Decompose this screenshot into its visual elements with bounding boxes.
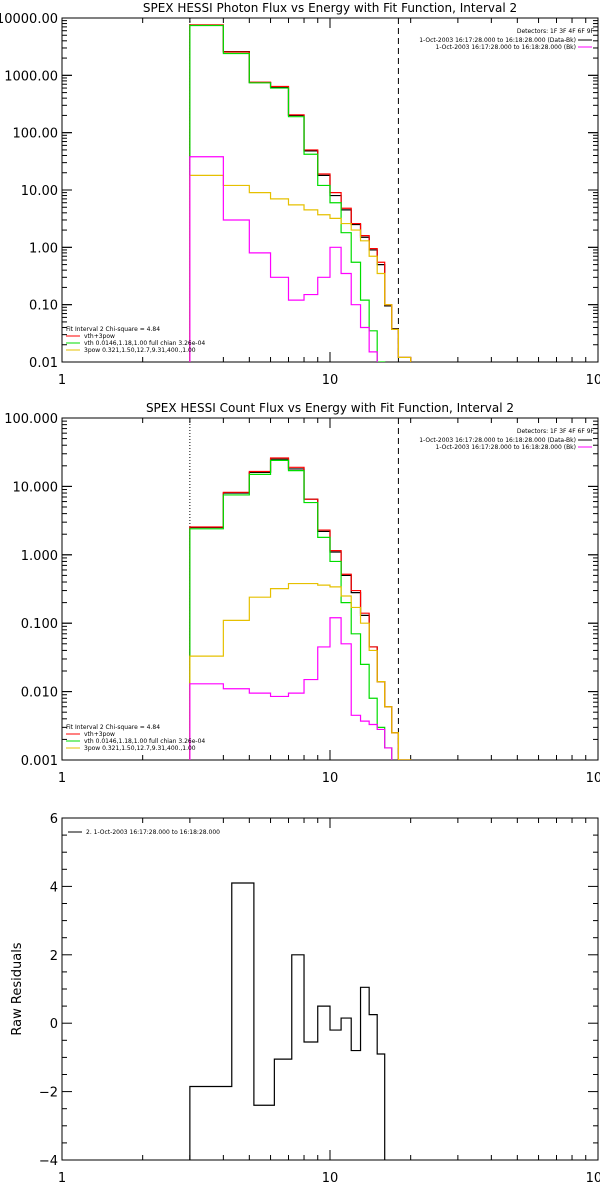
y-tick-label: 0.010 (21, 686, 58, 701)
x-tick-label: 1 (58, 771, 66, 786)
chart-2: SPEX HESSI Count Flux vs Energy with Fit… (4, 401, 600, 786)
legend-fit-header: Fit Interval 2 Chi-square = 4.84 (66, 724, 160, 731)
series-total-line (189, 457, 412, 760)
y-tick-label: 10.000 (13, 480, 59, 495)
series-background-line (189, 156, 378, 362)
x-tick-label: 1 (58, 1171, 66, 1186)
legend-fit-entry: vth+3pow (84, 333, 115, 340)
x-tick-label: 10 (322, 1171, 339, 1186)
chart-title: SPEX HESSI Count Flux vs Energy with Fit… (146, 401, 514, 415)
x-tick-label: 10 (322, 771, 339, 786)
x-tick-label: 100 (586, 771, 600, 786)
legend-fit-entry: 3pow 0.321,1.50,12.7,9.31,400.,1.00 (84, 745, 196, 752)
plot-frame (61, 817, 599, 1161)
plot-area (189, 18, 412, 362)
legend-entry: 2. 1-Oct-2003 16:17:28.000 to 16:18:28.0… (86, 829, 220, 836)
plot-area (189, 418, 412, 760)
legend-fit-entry: vth 0.0146,1.18,1.00 full chian 3.26e-04 (84, 340, 205, 347)
chart-title: SPEX HESSI Photon Flux vs Energy with Fi… (143, 1, 517, 15)
y-axis-label: Raw Residuals (10, 942, 25, 1035)
legend-top-entry: 1-Oct-2003 16:17:28.000 to 16:18:28.000 … (419, 37, 576, 44)
y-tick-label: 10.00 (21, 184, 58, 199)
y-tick-label: 6 (50, 812, 58, 827)
legend-fit-entry: vth+3pow (84, 731, 115, 738)
y-tick-label: 1.00 (29, 241, 58, 256)
x-tick-label: 100 (586, 373, 600, 388)
series-residuals-line (189, 882, 386, 1160)
legend-fit-entry: vth 0.0146,1.18,1.00 full chian 3.26e-04 (84, 738, 205, 745)
series-thermal-line (189, 459, 393, 760)
legend-top-entry: 1-Oct-2003 16:17:28.000 to 16:18:28.000 … (436, 44, 577, 51)
plot-frame (61, 417, 599, 761)
series-total-line (189, 24, 412, 362)
series-powerlaw-line (189, 174, 412, 362)
legend-detectors: Detectors: 1F 3F 4F 6F 9F (517, 28, 595, 35)
y-tick-label: 0.10 (29, 299, 58, 314)
y-tick-label: 0 (50, 1017, 58, 1032)
series-powerlaw-line (189, 582, 412, 760)
y-tick-label: 4 (50, 880, 58, 895)
legend-top-entry: 1-Oct-2003 16:17:28.000 to 16:18:28.000 … (436, 444, 577, 451)
y-tick-label: 1000.00 (4, 69, 58, 84)
series-data-line (189, 24, 412, 362)
legend-detectors: Detectors: 1F 3F 4F 6F 9F (517, 428, 595, 435)
chart-3: Raw Residuals 1 10 100 6 4 2 0 −2 −4 2. 1-Oct-2003… (10, 812, 600, 1186)
y-tick-label: −4 (39, 1154, 58, 1169)
x-tick-label: 10 (322, 373, 339, 388)
y-tick-label: −2 (39, 1086, 58, 1101)
y-tick-label: 100.000 (4, 412, 58, 427)
x-tick-label: 100 (586, 1171, 600, 1186)
series-data-line (189, 458, 412, 760)
series-background-line (189, 617, 393, 760)
legend-fit-header: Fit Interval 2 Chi-square = 4.84 (66, 326, 160, 333)
y-tick-label: 10000.00 (0, 12, 58, 27)
plot-area (189, 882, 386, 1160)
legend-top-entry: 1-Oct-2003 16:17:28.000 to 16:18:28.000 … (419, 437, 576, 444)
x-tick-label: 1 (58, 373, 66, 388)
chart-1: SPEX HESSI Photon Flux vs Energy with Fi… (0, 1, 600, 388)
y-tick-label: 1.000 (21, 549, 58, 564)
y-tick-label: 0.100 (21, 617, 58, 632)
legend-fit-entry: 3pow 0.321,1.50,12.7,9.31,400.,1.00 (84, 347, 196, 354)
y-tick-label: 100.00 (13, 127, 59, 142)
y-tick-label: 2 (50, 949, 58, 964)
y-tick-label: 0.01 (29, 356, 58, 371)
y-tick-label: 0.001 (21, 754, 58, 769)
series-thermal-line (189, 24, 386, 362)
